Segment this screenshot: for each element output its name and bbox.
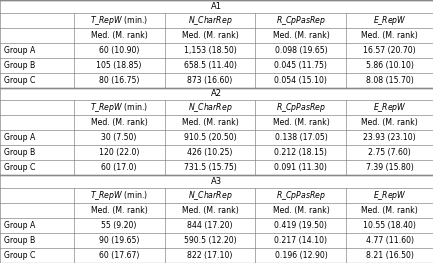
- Text: 873 (16.60): 873 (16.60): [187, 76, 233, 85]
- Text: $\it{E\_Rep}$$W$: $\it{E\_Rep}$$W$: [373, 189, 407, 202]
- Text: 658.5 (11.40): 658.5 (11.40): [184, 61, 236, 70]
- Text: Group B: Group B: [4, 236, 36, 245]
- Text: 844 (17.20): 844 (17.20): [187, 221, 233, 230]
- Text: 822 (17.10): 822 (17.10): [187, 251, 233, 260]
- Text: 0.091 (11.30): 0.091 (11.30): [275, 163, 327, 172]
- Text: 105 (18.85): 105 (18.85): [97, 61, 142, 70]
- Text: 1,153 (18.50): 1,153 (18.50): [184, 46, 236, 55]
- Text: Med. (M. rank): Med. (M. rank): [361, 118, 418, 127]
- Text: 7.39 (15.80): 7.39 (15.80): [366, 163, 414, 172]
- Text: 4.77 (11.60): 4.77 (11.60): [366, 236, 414, 245]
- Text: 0.196 (12.90): 0.196 (12.90): [275, 251, 327, 260]
- Text: 60 (10.90): 60 (10.90): [99, 46, 139, 55]
- Text: 23.93 (23.10): 23.93 (23.10): [363, 133, 416, 142]
- Text: 16.57 (20.70): 16.57 (20.70): [363, 46, 416, 55]
- Text: 55 (9.20): 55 (9.20): [101, 221, 137, 230]
- Text: Group C: Group C: [4, 251, 36, 260]
- Text: Med. (M. rank): Med. (M. rank): [361, 31, 418, 40]
- Text: 0.217 (14.10): 0.217 (14.10): [275, 236, 327, 245]
- Text: 8.21 (16.50): 8.21 (16.50): [366, 251, 414, 260]
- Text: Med. (M. rank): Med. (M. rank): [181, 206, 239, 215]
- Text: Med. (M. rank): Med. (M. rank): [90, 31, 148, 40]
- Text: Med. (M. rank): Med. (M. rank): [361, 206, 418, 215]
- Text: Group B: Group B: [4, 148, 36, 157]
- Text: 0.054 (15.10): 0.054 (15.10): [275, 76, 327, 85]
- Text: Med. (M. rank): Med. (M. rank): [90, 206, 148, 215]
- Text: Group A: Group A: [4, 46, 36, 55]
- Text: $\it{E\_Rep}$$W$: $\it{E\_Rep}$$W$: [373, 14, 407, 27]
- Text: Med. (M. rank): Med. (M. rank): [272, 31, 330, 40]
- Text: 120 (22.0): 120 (22.0): [99, 148, 139, 157]
- Text: Med. (M. rank): Med. (M. rank): [272, 118, 330, 127]
- Text: 590.5 (12.20): 590.5 (12.20): [184, 236, 236, 245]
- Text: Med. (M. rank): Med. (M. rank): [181, 118, 239, 127]
- Text: 910.5 (20.50): 910.5 (20.50): [184, 133, 236, 142]
- Text: Med. (M. rank): Med. (M. rank): [272, 206, 330, 215]
- Text: 2.75 (7.60): 2.75 (7.60): [368, 148, 411, 157]
- Text: 30 (7.50): 30 (7.50): [101, 133, 137, 142]
- Text: 0.212 (18.15): 0.212 (18.15): [275, 148, 327, 157]
- Text: Group C: Group C: [4, 163, 36, 172]
- Text: 426 (10.25): 426 (10.25): [187, 148, 233, 157]
- Text: $\it{E\_Rep}$$W$: $\it{E\_Rep}$$W$: [373, 101, 407, 114]
- Text: 5.86 (10.10): 5.86 (10.10): [366, 61, 414, 70]
- Text: Group B: Group B: [4, 61, 36, 70]
- Text: 0.098 (19.65): 0.098 (19.65): [275, 46, 327, 55]
- Text: 90 (19.65): 90 (19.65): [99, 236, 139, 245]
- Text: Med. (M. rank): Med. (M. rank): [90, 118, 148, 127]
- Text: $\it{T\_Rep}$$W$ (min.): $\it{T\_Rep}$$W$ (min.): [90, 101, 148, 114]
- Text: Group A: Group A: [4, 221, 36, 230]
- Text: 0.419 (19.50): 0.419 (19.50): [275, 221, 327, 230]
- Text: 80 (16.75): 80 (16.75): [99, 76, 139, 85]
- Text: A2: A2: [211, 89, 222, 98]
- Text: Group C: Group C: [4, 76, 36, 85]
- Text: Med. (M. rank): Med. (M. rank): [181, 31, 239, 40]
- Text: $\it{N\_CharRep}$: $\it{N\_CharRep}$: [187, 14, 233, 27]
- Text: A1: A1: [211, 2, 222, 11]
- Text: $\it{R\_CpPasRep}$: $\it{R\_CpPasRep}$: [276, 101, 326, 114]
- Text: $\it{N\_CharRep}$: $\it{N\_CharRep}$: [187, 189, 233, 202]
- Text: $\it{T\_Rep}$$W$ (min.): $\it{T\_Rep}$$W$ (min.): [90, 14, 148, 27]
- Text: 60 (17.67): 60 (17.67): [99, 251, 139, 260]
- Text: 10.55 (18.40): 10.55 (18.40): [363, 221, 416, 230]
- Text: 0.138 (17.05): 0.138 (17.05): [275, 133, 327, 142]
- Text: 731.5 (15.75): 731.5 (15.75): [184, 163, 236, 172]
- Text: 60 (17.0): 60 (17.0): [101, 163, 137, 172]
- Text: $\it{R\_CpPasRep}$: $\it{R\_CpPasRep}$: [276, 14, 326, 27]
- Text: 8.08 (15.70): 8.08 (15.70): [366, 76, 414, 85]
- Text: Group A: Group A: [4, 133, 36, 142]
- Text: A3: A3: [211, 177, 222, 186]
- Text: $\it{N\_CharRep}$: $\it{N\_CharRep}$: [187, 101, 233, 114]
- Text: $\it{T\_Rep}$$W$ (min.): $\it{T\_Rep}$$W$ (min.): [90, 189, 148, 202]
- Text: $\it{R\_CpPasRep}$: $\it{R\_CpPasRep}$: [276, 189, 326, 202]
- Text: 0.045 (11.75): 0.045 (11.75): [275, 61, 327, 70]
